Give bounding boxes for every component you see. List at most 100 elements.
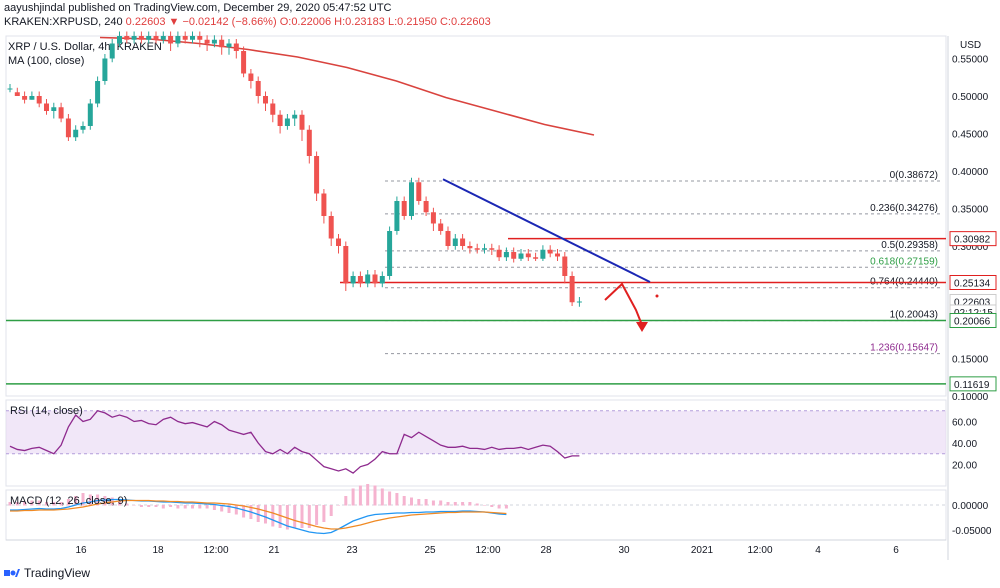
candle-body [263, 96, 268, 104]
macd-histogram-bar [52, 502, 56, 506]
macd-histogram-bar [242, 505, 246, 518]
candle-body [138, 36, 144, 40]
macd-histogram-bar [337, 505, 340, 506]
candle-body [365, 274, 371, 284]
candle-body [284, 118, 290, 126]
candle-body [58, 107, 64, 119]
macd-histogram-bar [351, 488, 355, 506]
macd-histogram-bar [468, 502, 472, 506]
time-tick-label: 18 [152, 545, 164, 556]
candle-body [430, 212, 436, 224]
time-tick-label: 12:00 [747, 545, 772, 556]
macd-histogram-bar [497, 505, 501, 509]
time-tick-label: 28 [540, 545, 552, 556]
candle-body [562, 256, 568, 276]
candle-body [270, 103, 276, 115]
candle-body [87, 103, 93, 126]
macd-histogram-bar [198, 505, 202, 509]
descending-trendline [442, 178, 651, 283]
candle-body [460, 238, 466, 246]
price-tick-label: 0.45000 [952, 130, 989, 141]
candle-body [357, 276, 363, 284]
macd-histogram-bar [300, 505, 304, 528]
candle-body [306, 129, 312, 156]
candle-body [102, 58, 108, 81]
candle-body [489, 248, 495, 250]
price-tick-label: 0.55000 [952, 55, 989, 66]
macd-histogram-bar [59, 502, 63, 506]
time-tick-label: 12:00 [203, 545, 228, 556]
candle-body [314, 156, 320, 194]
ma-legend: MA (100, close) [8, 55, 84, 67]
candle-body [343, 246, 349, 284]
candle-body [511, 252, 517, 259]
ohlc-close: C:0.22603 [439, 16, 491, 28]
ohlc-open: O:0.22006 [279, 16, 332, 28]
rsi-line [9, 410, 580, 474]
candle-body [387, 231, 393, 276]
candle-body [547, 249, 553, 254]
candle-body [175, 36, 181, 44]
price-tick-label: 0.40000 [952, 167, 989, 178]
candle-body [379, 276, 385, 284]
candle-body [36, 96, 42, 104]
macd-histogram-bar [23, 502, 27, 506]
candle-body [533, 257, 539, 259]
signal-line [10, 499, 507, 530]
macd-histogram-bar [66, 499, 70, 506]
macd-histogram-bar [504, 505, 508, 509]
candle-body [226, 43, 232, 48]
macd-histogram-bar [191, 505, 194, 509]
arrow-head-icon [636, 322, 648, 332]
time-tick-label: 6 [893, 545, 899, 556]
macd-histogram-bar [461, 502, 465, 506]
price-label-box [949, 274, 997, 290]
macd-histogram-bar [161, 505, 165, 509]
fib-level-label: 0.5(0.29358) [881, 240, 938, 251]
macd-histogram-bar [424, 499, 428, 506]
candle-body [22, 96, 28, 100]
candle-body [372, 274, 378, 284]
price-tick-label: 0.30000 [952, 242, 989, 253]
candle-body [182, 36, 188, 40]
candle-body [321, 193, 327, 216]
time-tick-label: 16 [75, 545, 87, 556]
tradingview-footer[interactable]: TradingView [4, 566, 90, 580]
candle-body [452, 238, 458, 246]
candle-body [474, 248, 480, 250]
candle-body [503, 252, 509, 258]
macd-tick-label: -0.05000 [952, 526, 992, 537]
ohlc-high: H:0.23183 [334, 16, 385, 28]
candle-body [292, 114, 298, 119]
rsi-band [6, 410, 946, 454]
symbol-name: KRAKEN:XRPUSD, 240 [4, 16, 123, 28]
macd-histogram-bar [220, 505, 224, 512]
price-change: ▼ −0.02142 (−8.66%) [168, 16, 277, 28]
candle-body [467, 246, 473, 249]
candle-body [204, 39, 210, 44]
price-label-text: 0.20066 [954, 317, 991, 328]
candle-body [350, 276, 356, 284]
candle-body [117, 36, 122, 44]
macd-histogram-bar [388, 491, 392, 506]
chart-title: XRP / U.S. Dollar, 4h, KRAKEN [8, 41, 162, 53]
marker-dot [655, 294, 659, 298]
candle-body [197, 36, 203, 40]
candle-body [328, 216, 334, 239]
price-label-text: 0.22603 [954, 297, 991, 308]
ohlc-low: L:0.21950 [387, 16, 437, 28]
candle-body [401, 201, 407, 216]
macd-histogram-bar [285, 505, 289, 530]
candle-body [540, 249, 546, 259]
rsi-tick-label: 60.00 [952, 418, 977, 429]
candle-body [211, 39, 217, 44]
symbol-line: KRAKEN:XRPUSD, 240 0.22603 ▼ −0.02142 (−… [4, 16, 491, 28]
macd-histogram-bar [307, 505, 311, 528]
macd-histogram-bar [169, 505, 173, 507]
macd-histogram-bar [8, 502, 12, 506]
candle-body [65, 118, 71, 138]
macd-histogram-bar [139, 505, 143, 507]
candle-body [423, 201, 429, 213]
candle-body [336, 238, 341, 246]
